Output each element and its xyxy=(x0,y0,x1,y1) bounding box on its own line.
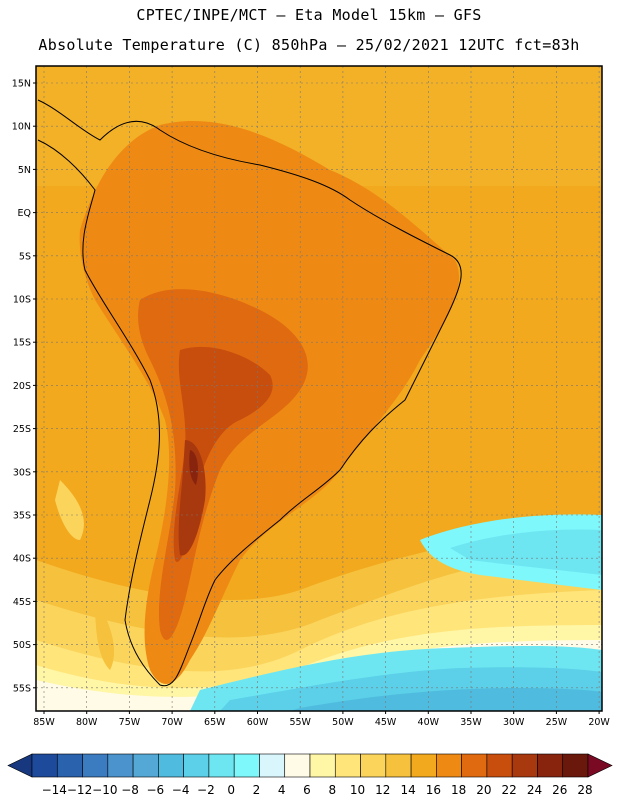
coastline xyxy=(37,99,462,687)
latitude-tick-label: 45S xyxy=(13,597,31,608)
latitude-tick-label: 5N xyxy=(18,165,31,176)
latitude-tick-label: 15S xyxy=(13,338,31,349)
latitude-tick-label: 15N xyxy=(12,79,31,90)
colorbar-swatch xyxy=(486,753,513,778)
colorbar-label: 20 xyxy=(476,783,491,797)
chart-title: CPTEC/INPE/MCT – Eta Model 15km – GFS xyxy=(136,6,482,24)
colorbar-swatch xyxy=(132,753,159,778)
map-field xyxy=(36,66,602,711)
colorbar-low-arrow xyxy=(7,753,33,778)
colorbar-swatch xyxy=(233,753,260,778)
latitude-labels: 15N 10N 5N EQ 5S 10S 15S 20S 25S 30S 35S 40S 45S 50S 5… xyxy=(12,79,36,694)
chart-subtitle: Absolute Temperature (C) 850hPa – 25/02/… xyxy=(38,36,580,54)
colorbar-label: −14 xyxy=(42,783,67,797)
longitude-tick-label: 20W xyxy=(588,717,610,728)
longitude-tick-label: 70W xyxy=(161,717,183,728)
longitude-tick-label: 60W xyxy=(247,717,269,728)
colorbar-label: −12 xyxy=(67,783,92,797)
latitude-tick-label: EQ xyxy=(18,208,31,219)
colorbar-swatch xyxy=(208,753,235,778)
colorbar-label: 8 xyxy=(328,783,336,797)
colorbar-swatch xyxy=(436,753,462,778)
longitude-labels: 85W 80W 75W 70W 65W 60W 55W 50W 45W 40W 35W 30W 25W 2… xyxy=(33,711,610,728)
colorbar-label: 28 xyxy=(577,783,592,797)
longitude-tick-label: 40W xyxy=(418,717,440,728)
latitude-tick-label: 50S xyxy=(13,640,31,651)
longitude-tick-label: 80W xyxy=(76,717,98,728)
latitude-tick-label: 40S xyxy=(13,554,31,565)
colorbar-swatch xyxy=(82,753,109,778)
colorbar-swatch xyxy=(385,753,412,778)
latitude-tick-label: 10N xyxy=(12,122,31,133)
colorbar-swatch xyxy=(537,753,564,778)
colorbar-swatch xyxy=(284,753,311,778)
colorbar-label: −2 xyxy=(197,783,215,797)
colorbar-swatch xyxy=(360,753,387,778)
colorbar-swatch xyxy=(309,753,336,778)
colorbar-swatch xyxy=(158,753,184,778)
colorbar-label: 26 xyxy=(552,783,567,797)
latitude-tick-label: 25S xyxy=(13,424,31,435)
colorbar-swatch xyxy=(107,753,134,778)
colorbar-swatch xyxy=(562,753,589,778)
longitude-tick-label: 45W xyxy=(375,717,397,728)
colorbar-label: 24 xyxy=(527,783,542,797)
colorbar-swatch xyxy=(183,753,210,778)
longitude-tick-label: 30W xyxy=(503,717,525,728)
colorbar-swatch xyxy=(511,753,538,778)
colorbar-swatch xyxy=(259,753,286,778)
longitude-tick-label: 85W xyxy=(33,717,55,728)
colorbar-label: 16 xyxy=(426,783,441,797)
latitude-tick-label: 35S xyxy=(13,511,31,522)
graticule xyxy=(36,66,602,711)
latitude-tick-label: 5S xyxy=(19,251,31,262)
longitude-tick-label: 65W xyxy=(204,717,226,728)
latitude-tick-label: 30S xyxy=(13,467,31,478)
latitude-tick-label: 55S xyxy=(13,683,31,694)
colorbar-swatch xyxy=(461,753,488,778)
colorbar-label: 6 xyxy=(303,783,311,797)
colorbar-label: 2 xyxy=(253,783,261,797)
colorbar-swatch xyxy=(31,753,58,778)
colorbar-label: −8 xyxy=(121,783,139,797)
map-frame xyxy=(35,65,603,712)
colorbar-swatch xyxy=(410,753,437,778)
colorbar: −14 −12 −10 −8 −6 −4 −2 0 2 4 6 8 10 12 14 16 18 20 22 24 26… xyxy=(7,753,613,797)
longitude-tick-label: 55W xyxy=(289,717,311,728)
colorbar-label: −4 xyxy=(172,783,190,797)
colorbar-label: 18 xyxy=(451,783,466,797)
colorbar-swatch xyxy=(334,753,361,778)
longitude-tick-label: 50W xyxy=(332,717,354,728)
colorbar-label: 4 xyxy=(278,783,286,797)
colorbar-label: 10 xyxy=(350,783,365,797)
colorbar-high-arrow xyxy=(587,753,613,778)
colorbar-label: 14 xyxy=(400,783,415,797)
colorbar-label: 12 xyxy=(375,783,390,797)
longitude-tick-label: 75W xyxy=(119,717,141,728)
longitude-tick-label: 35W xyxy=(460,717,482,728)
latitude-tick-label: 20S xyxy=(13,381,31,392)
colorbar-label: −10 xyxy=(92,783,117,797)
colorbar-swatch xyxy=(56,753,83,778)
colorbar-label: −6 xyxy=(147,783,165,797)
colorbar-label: 22 xyxy=(502,783,517,797)
latitude-tick-label: 10S xyxy=(13,295,31,306)
longitude-tick-label: 25W xyxy=(546,717,568,728)
colorbar-label: 0 xyxy=(227,783,235,797)
